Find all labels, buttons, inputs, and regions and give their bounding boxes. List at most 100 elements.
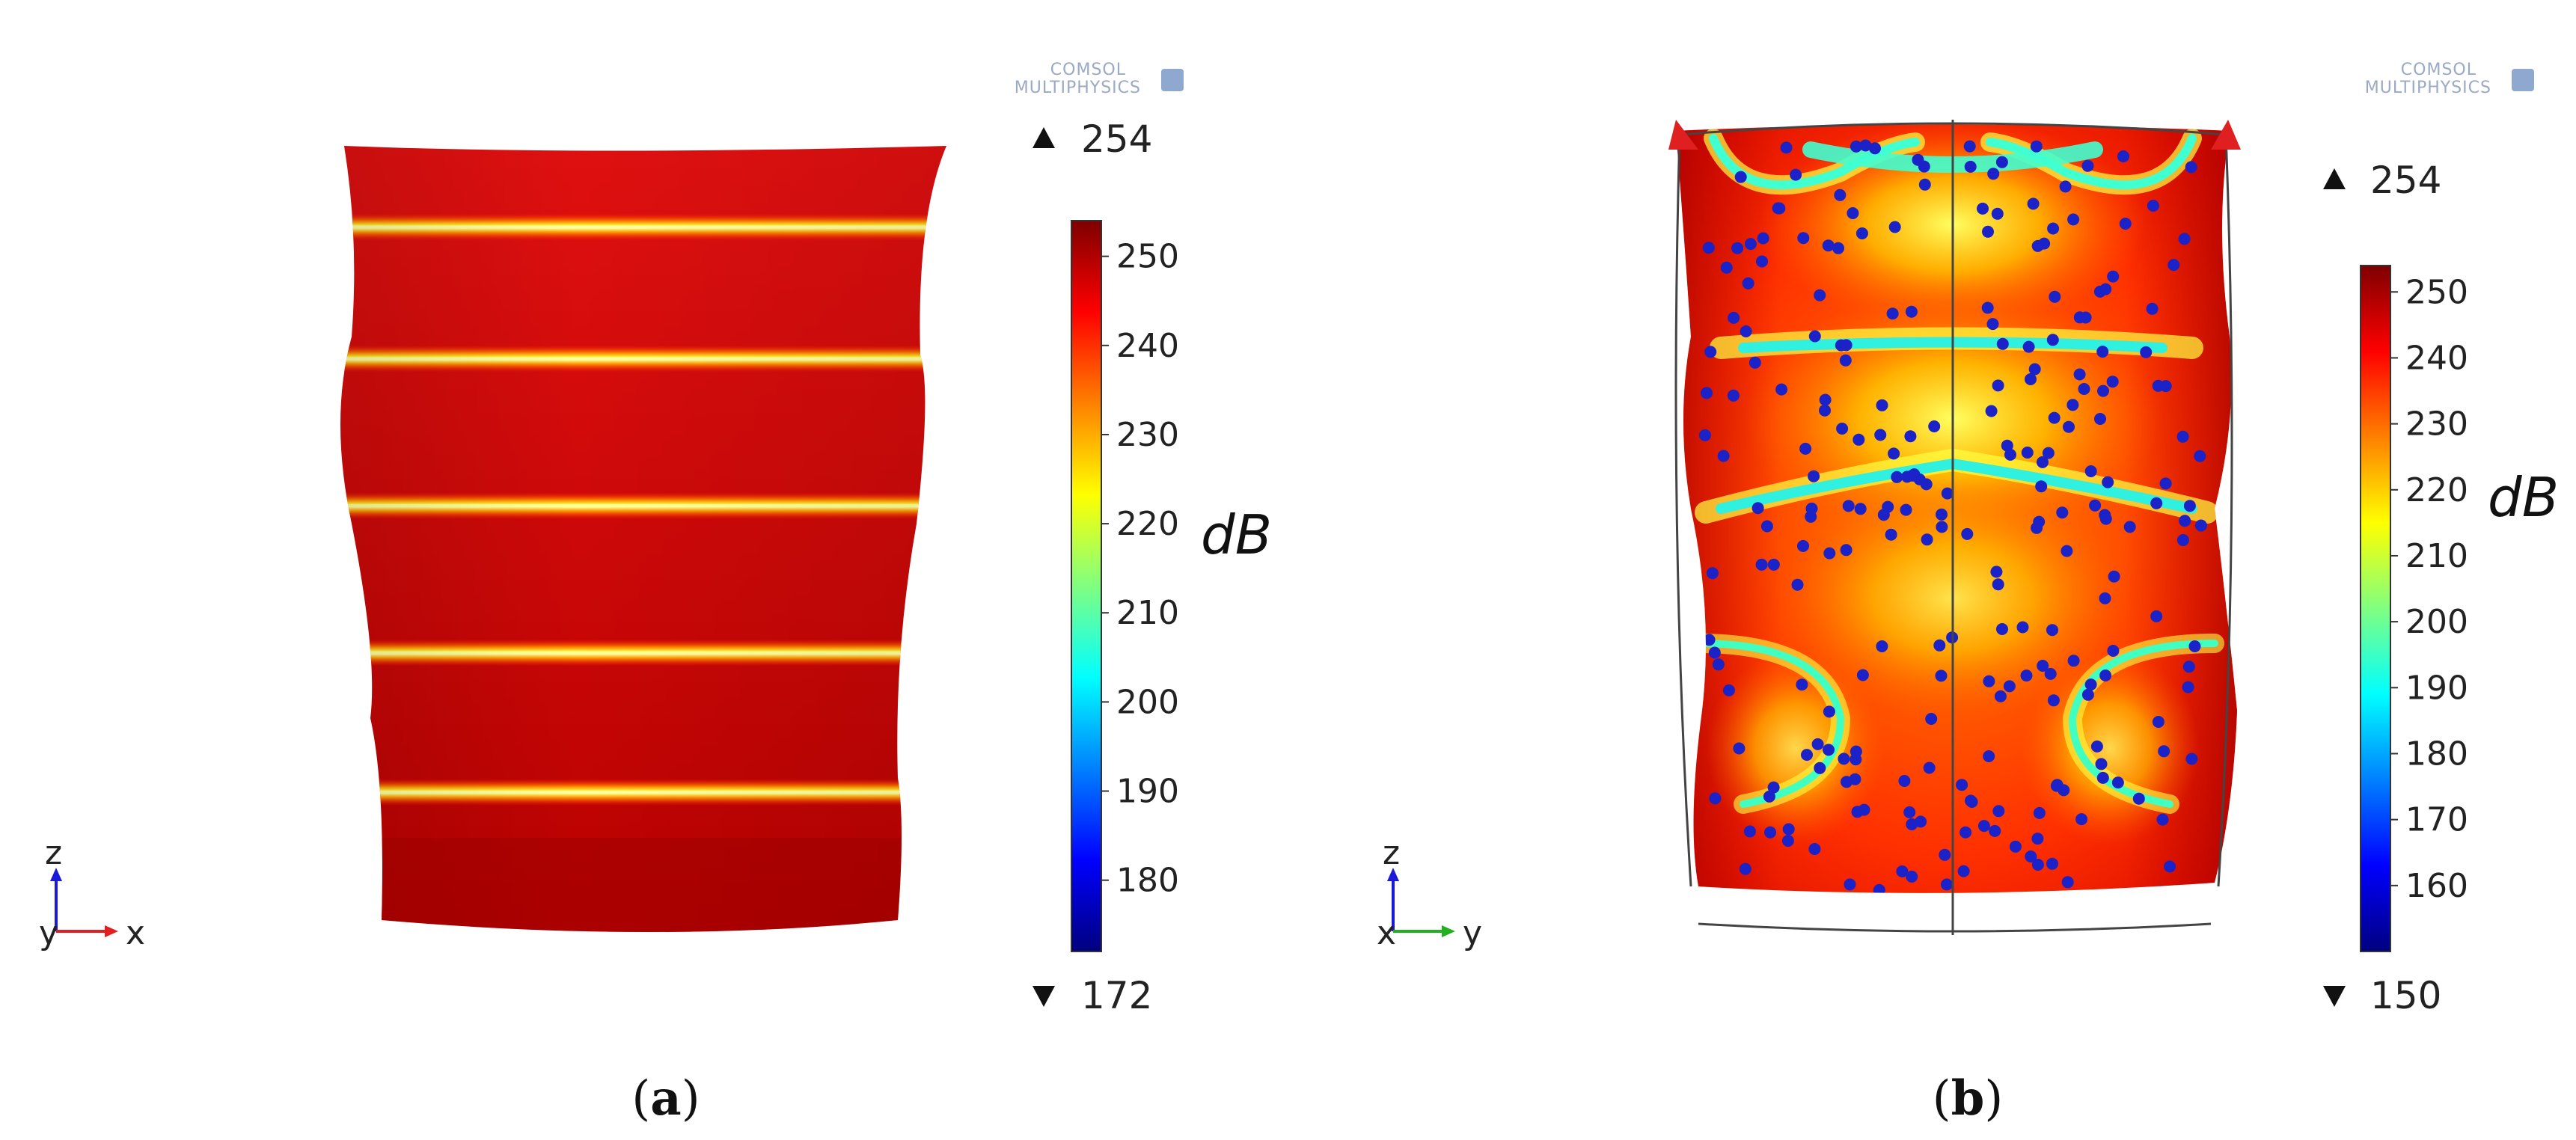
scatter-point xyxy=(1832,242,1844,254)
scatter-point xyxy=(2003,680,2016,693)
scatter-point xyxy=(1891,471,1903,483)
scatter-point xyxy=(1743,825,1756,838)
axis-label-x: x xyxy=(126,914,145,952)
scatter-point xyxy=(1811,738,1824,750)
scatter-point xyxy=(2185,161,2197,174)
scatter-point xyxy=(2099,669,2112,681)
scatter-point xyxy=(2194,450,2206,462)
colorbar-tick-label: 240 xyxy=(1116,327,1179,365)
svg-text:MULTIPHYSICS: MULTIPHYSICS xyxy=(2365,79,2491,97)
corner-marker xyxy=(2211,120,2241,150)
scatter-point xyxy=(1836,423,1849,435)
scatter-point xyxy=(1925,713,1938,725)
scatter-point xyxy=(2090,740,2103,753)
colorbar-tick-label: 250 xyxy=(1116,238,1179,276)
scatter-point xyxy=(1873,883,1885,893)
scatter-point xyxy=(1936,508,1948,521)
scatter-point xyxy=(1767,781,1780,794)
scatter-point xyxy=(1923,761,1936,774)
scatter-point xyxy=(1704,346,1717,358)
scatter-point xyxy=(1859,139,1872,152)
scatter-point xyxy=(1869,142,1881,155)
scatter-point xyxy=(2048,411,2061,424)
scatter-point xyxy=(1823,547,1836,560)
scatter-point xyxy=(2013,911,2025,923)
scatter-point xyxy=(2067,655,2080,667)
scatter-point xyxy=(2031,859,2044,871)
scatter-point xyxy=(2079,311,2092,324)
scatter-point xyxy=(1835,339,1847,352)
comsol-logo-a: COMSOL MULTIPHYSICS xyxy=(1015,61,1184,97)
scatter-point xyxy=(1963,140,1976,153)
scatter-point xyxy=(2037,456,2049,468)
caption-a: (a) xyxy=(631,1070,700,1127)
scatter-point xyxy=(1964,160,1977,173)
colorbar-gradient xyxy=(1071,220,1102,952)
scatter-point xyxy=(1749,356,1761,369)
scatter-point xyxy=(2107,645,2120,657)
colorbar-max-label: 254 xyxy=(2370,159,2441,202)
scatter-point xyxy=(2132,792,2145,805)
scatter-point xyxy=(2049,290,2061,303)
scatter-point xyxy=(1718,907,1730,919)
panel-a: COMSOL MULTIPHYSICS z y x 250 240 230 220 21… xyxy=(39,61,1272,1127)
colorbar-b: 250 240 230 220 210 200 190 180 170 160 xyxy=(2360,265,2468,952)
scatter-point xyxy=(1734,171,1747,183)
colorbar-unit: dB xyxy=(2488,466,2559,529)
scatter-point xyxy=(2073,368,2086,381)
scatter-point xyxy=(2156,813,2169,826)
colorbar-tick-label: 200 xyxy=(2405,603,2468,641)
scatter-point xyxy=(2097,384,2109,397)
x-arrow-head xyxy=(105,925,118,937)
colorbar-min-label: 172 xyxy=(1081,974,1152,1017)
scatter-point xyxy=(1740,325,1752,337)
scatter-point xyxy=(1939,848,1951,861)
min-triangle-icon xyxy=(2323,986,2346,1007)
scatter-point xyxy=(2016,621,2029,634)
comsol-logo-b: COMSOL MULTIPHYSICS xyxy=(2365,61,2534,97)
scatter-point xyxy=(1822,239,1835,252)
scatter-point xyxy=(2102,476,2114,488)
scatter-point xyxy=(1752,502,1764,515)
colorbar-max-label: 254 xyxy=(1081,117,1152,161)
scatter-point xyxy=(1876,640,1888,652)
scatter-point xyxy=(2081,688,2094,701)
scatter-point xyxy=(1756,255,1768,268)
scatter-point xyxy=(2084,465,2097,477)
scatter-point xyxy=(2025,851,2037,862)
scatter-point xyxy=(1744,238,1757,251)
scatter-point xyxy=(1854,503,1867,515)
scatter-point xyxy=(2075,813,2088,826)
scatter-point xyxy=(1965,796,1978,808)
scatter-point xyxy=(1855,227,1868,239)
colorbar-min-label: 150 xyxy=(2370,974,2441,1017)
scatter-point xyxy=(2117,150,2129,162)
scatter-point xyxy=(1990,566,2003,578)
scatter-point xyxy=(1935,669,1948,682)
scatter-point xyxy=(2188,640,2201,652)
scatter-point xyxy=(1986,318,1999,331)
scatter-point xyxy=(1992,379,2004,392)
scatter-point xyxy=(1933,639,1946,652)
scatter-point xyxy=(1709,792,1722,805)
scatter-point xyxy=(2022,340,2035,353)
scatter-point xyxy=(1722,684,1735,696)
scatter-point xyxy=(2021,447,2034,459)
scatter-point xyxy=(2123,521,2136,533)
axis-label-z: z xyxy=(45,834,62,872)
scatter-point xyxy=(1747,899,1759,911)
scatter-point xyxy=(1956,779,1968,791)
colorbar-tick-label: 190 xyxy=(1116,773,1179,811)
scatter-point xyxy=(1801,749,1813,761)
scatter-point xyxy=(1757,232,1769,245)
scatter-point xyxy=(1876,399,1888,411)
scatter-point xyxy=(2119,218,2132,230)
scatter-point xyxy=(1928,420,1941,432)
scatter-point xyxy=(1961,527,1974,540)
scatter-point xyxy=(1799,442,1812,455)
colorbar-tick-label: 220 xyxy=(1116,505,1179,543)
colorbar-tick-label: 250 xyxy=(2405,273,2468,311)
colorbar-gradient xyxy=(2360,265,2391,952)
y-arrow-head xyxy=(1442,925,1455,937)
scatter-point xyxy=(1992,578,2004,591)
